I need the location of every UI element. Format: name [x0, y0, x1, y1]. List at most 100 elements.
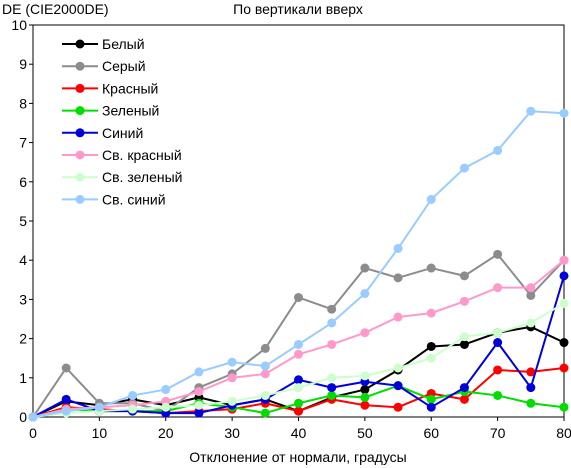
data-point	[493, 328, 503, 338]
data-point	[426, 263, 436, 273]
legend-item: Синий	[62, 125, 143, 141]
legend-label: Св. зеленый	[102, 169, 182, 185]
data-point	[161, 402, 171, 412]
data-point	[61, 363, 71, 373]
legend-label: Белый	[102, 36, 145, 52]
y-tick-label: 0	[19, 409, 27, 425]
data-point	[294, 349, 303, 359]
series-layer	[28, 106, 569, 422]
data-point	[360, 371, 370, 381]
data-point	[393, 312, 403, 322]
data-point	[327, 383, 337, 393]
data-point	[161, 385, 171, 395]
data-point	[194, 400, 204, 410]
data-point	[227, 396, 237, 406]
data-point	[426, 308, 436, 318]
data-point	[128, 404, 138, 414]
y-tick-label: 9	[19, 56, 27, 72]
data-point	[327, 304, 337, 314]
data-point	[526, 106, 536, 116]
data-point	[426, 402, 436, 412]
axes: 0 1 2 3 4 5 6 7 8 9 10 0 10 20 30 40 50 60 70 80	[11, 17, 571, 441]
y-tick-label: 10	[11, 17, 27, 33]
data-point	[260, 343, 270, 353]
legend: Белый Серый Красный Зеленый Синий Св. красный…	[62, 36, 182, 207]
legend-label: Красный	[102, 80, 158, 96]
data-point	[128, 390, 138, 400]
series-line	[32, 253, 565, 418]
data-point	[61, 406, 71, 416]
y-tick-label: 6	[19, 174, 27, 190]
data-point	[559, 338, 569, 348]
data-point	[459, 296, 469, 306]
data-point	[493, 390, 503, 400]
data-point	[459, 163, 469, 173]
data-point	[526, 398, 536, 408]
data-point	[260, 369, 270, 379]
data-point	[294, 292, 303, 302]
data-point	[526, 283, 536, 293]
data-point	[294, 406, 303, 416]
series-6	[28, 255, 569, 422]
data-point	[294, 375, 303, 385]
data-point	[294, 339, 303, 349]
data-point	[28, 412, 38, 422]
legend-marker	[75, 150, 85, 160]
data-point	[327, 373, 337, 383]
data-point	[559, 363, 569, 373]
x-tick-label: 20	[158, 425, 174, 441]
legend-label: Зеленый	[102, 103, 159, 119]
data-point	[559, 271, 569, 281]
data-point	[227, 373, 237, 383]
legend-item: Зеленый	[62, 103, 159, 119]
legend-item: Св. синий	[62, 191, 166, 207]
data-point	[360, 263, 370, 273]
data-point	[393, 273, 403, 283]
legend-label: Синий	[102, 125, 143, 141]
y-axis-label: DE (CIE2000DE)	[2, 1, 109, 17]
x-tick-label: 30	[224, 425, 240, 441]
data-point	[360, 400, 370, 410]
data-point	[94, 402, 104, 412]
y-tick-label: 5	[19, 213, 27, 229]
data-point	[426, 353, 436, 363]
x-tick-label: 60	[423, 425, 439, 441]
x-axis-label: Отклонение от нормали, градусы	[189, 449, 406, 465]
y-tick-label: 7	[19, 135, 27, 151]
data-point	[493, 145, 503, 155]
data-point	[393, 363, 403, 373]
legend-marker	[75, 128, 85, 138]
data-point	[459, 271, 469, 281]
x-tick-label: 0	[29, 425, 37, 441]
series-7	[28, 298, 569, 422]
data-point	[194, 387, 204, 397]
data-point	[393, 243, 403, 253]
data-point	[426, 341, 436, 351]
x-tick-label: 50	[357, 425, 373, 441]
data-point	[260, 408, 270, 418]
legend-marker	[75, 172, 85, 182]
data-point	[327, 339, 337, 349]
data-point	[559, 402, 569, 412]
series-3	[28, 363, 569, 422]
data-point	[559, 108, 569, 118]
x-tick-label: 40	[291, 425, 307, 441]
y-tick-label: 1	[19, 370, 27, 386]
chart-title: По вертикали вверх	[233, 1, 363, 17]
y-tick-label: 2	[19, 331, 27, 347]
legend-item: Серый	[62, 58, 146, 74]
data-point	[360, 392, 370, 402]
data-point	[360, 289, 370, 299]
data-point	[393, 402, 403, 412]
data-point	[493, 283, 503, 293]
data-point	[559, 255, 569, 265]
data-point	[260, 390, 270, 400]
data-point	[360, 385, 370, 395]
data-point	[493, 249, 503, 259]
data-point	[459, 339, 469, 349]
y-tick-label: 3	[19, 291, 27, 307]
data-point	[393, 381, 403, 391]
data-point	[559, 298, 569, 308]
data-point	[526, 318, 536, 328]
